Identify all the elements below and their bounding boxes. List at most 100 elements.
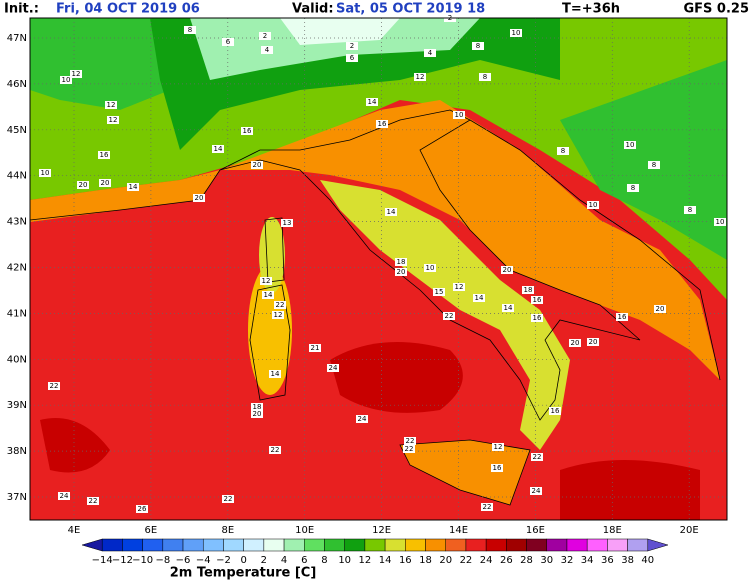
station-value: 12 — [109, 116, 118, 124]
colorbar-label: 20 — [439, 555, 452, 566]
station-value: 14 — [264, 291, 273, 299]
colorbar-label: 16 — [399, 555, 412, 566]
colorbar-label: −6 — [176, 555, 191, 566]
station-value: 10 — [455, 111, 464, 119]
colorbar-label: 28 — [520, 555, 533, 566]
colorbar-label: −12 — [112, 555, 133, 566]
station-value: 12 — [107, 101, 116, 109]
station-box — [107, 116, 119, 124]
station-box — [522, 286, 534, 294]
lat-label: 37N — [7, 492, 27, 503]
station-box — [479, 73, 491, 81]
station-box — [569, 339, 581, 347]
lat-label: 45N — [7, 125, 27, 136]
station-box — [473, 294, 485, 302]
coastline — [249, 217, 531, 506]
station-value: 22 — [405, 445, 414, 453]
station-value: 24 — [60, 492, 69, 500]
colorbar-label: 10 — [338, 555, 351, 566]
lat-label: 47N — [7, 33, 27, 44]
station-box — [395, 268, 407, 276]
station-box — [404, 437, 416, 445]
station-value: 22 — [271, 446, 280, 454]
station-value: 10 — [512, 29, 521, 37]
station-box — [492, 443, 504, 451]
station-value: 24 — [329, 364, 338, 372]
field-warm — [40, 418, 110, 473]
init-time: Fri, 04 OCT 2019 06 — [56, 2, 200, 17]
station-box — [251, 403, 263, 411]
station-box — [501, 266, 513, 274]
station-box — [385, 208, 397, 216]
init-label: Init.: — [4, 2, 39, 17]
colorbar-label: 6 — [301, 555, 307, 566]
model-name: GFS 0.25 — [683, 2, 749, 17]
station-value: 20 — [656, 305, 665, 313]
station-value: 10 — [62, 76, 71, 84]
colorbar-swatch — [405, 538, 426, 552]
station-value: 14 — [475, 294, 484, 302]
station-box — [136, 505, 148, 513]
colorbar-swatch — [142, 538, 164, 552]
colorbar-swatch — [202, 538, 224, 552]
station-value: 10 — [626, 141, 635, 149]
station-box — [481, 503, 493, 511]
lon-label: 18E — [603, 525, 622, 536]
map-frame — [29, 17, 728, 521]
colorbar-label: 26 — [500, 555, 513, 566]
station-value: 24 — [358, 415, 367, 423]
colorbar-swatch — [283, 538, 305, 552]
station-box — [48, 382, 60, 390]
colorbar-swatch — [465, 538, 487, 552]
station-value: 20 — [195, 194, 204, 202]
station-box — [98, 151, 110, 159]
colorbar-swatch — [485, 538, 507, 552]
lead-time: T=+36h — [562, 2, 620, 17]
colorbar-label: 32 — [561, 555, 574, 566]
station-value: 22 — [89, 497, 98, 505]
station-box — [627, 184, 639, 192]
station-box — [549, 407, 561, 415]
station-box — [531, 296, 543, 304]
colorbar-swatch — [526, 538, 548, 552]
station-box — [251, 161, 263, 169]
map-area — [29, 18, 727, 520]
station-value: 12 — [455, 283, 464, 291]
colorbar-swatch — [344, 538, 366, 552]
station-value: 13 — [283, 219, 292, 227]
colorbar-swatch — [182, 538, 204, 552]
station-box — [531, 453, 543, 461]
station-value: 20 — [253, 161, 262, 169]
station-box — [502, 304, 514, 312]
station-box — [70, 70, 82, 78]
lon-label: 6E — [145, 525, 158, 536]
colorbar-swatch — [304, 538, 325, 552]
caption: 2m Temperature [C] — [170, 566, 317, 580]
station-value: 8 — [476, 42, 480, 50]
station-value: 15 — [435, 288, 444, 296]
lat-label: 44N — [7, 171, 27, 182]
station-value: 14 — [368, 98, 377, 106]
station-value: 20 — [571, 339, 580, 347]
colorbar-swatch — [162, 538, 184, 552]
colorbar-label: 36 — [601, 555, 614, 566]
station-value: 8 — [652, 161, 656, 169]
station-value: 2 — [350, 42, 354, 50]
station-value: 8 — [483, 73, 487, 81]
station-box — [654, 305, 666, 313]
colorbar-label: −2 — [216, 555, 231, 566]
station-box — [510, 29, 522, 37]
station-box — [77, 181, 89, 189]
colorbar-label: 2 — [261, 555, 267, 566]
station-box — [269, 446, 281, 454]
station-box — [433, 288, 445, 296]
station-box — [58, 492, 70, 500]
station-box — [60, 76, 72, 84]
field-warm — [330, 342, 463, 413]
station-value: 6 — [350, 54, 355, 62]
station-box — [272, 311, 284, 319]
station-value: 4 — [428, 49, 433, 57]
station-value: 22 — [445, 312, 454, 320]
station-box — [443, 312, 455, 320]
